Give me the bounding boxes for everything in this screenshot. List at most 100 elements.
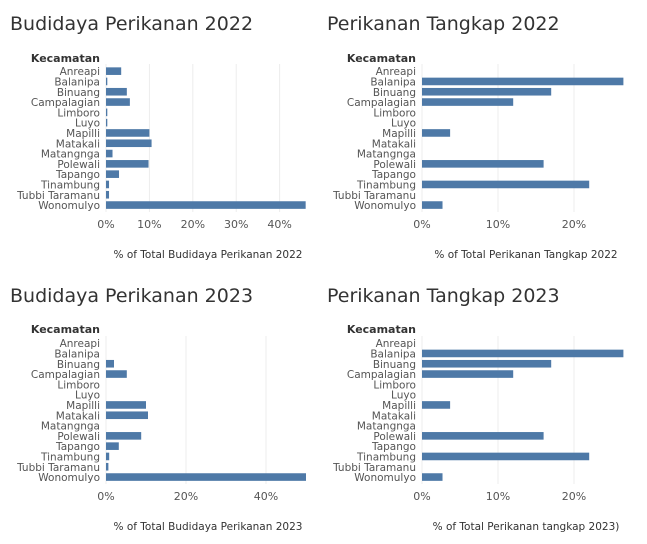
bar — [422, 473, 443, 481]
bar — [106, 452, 110, 461]
bar — [422, 201, 443, 209]
category-label: Balanipa — [370, 76, 416, 88]
category-label: Binuang — [373, 359, 416, 371]
category-label: Tinambung — [356, 451, 416, 463]
x-tick-label: 20% — [562, 218, 586, 231]
bar — [422, 401, 451, 409]
category-label: Limboro — [373, 107, 416, 119]
category-label: Tapango — [55, 441, 100, 453]
x-tick-label: 40% — [254, 490, 278, 503]
bar — [106, 190, 110, 199]
bar — [106, 170, 120, 178]
x-axis-label: % of Total Perikanan Tangkap 2022 — [434, 249, 617, 261]
bar — [422, 452, 590, 461]
chart-title: Perikanan Tangkap 2022 — [327, 13, 560, 35]
category-label: Matakali — [372, 138, 416, 150]
category-label: Binuang — [373, 87, 416, 99]
category-label: Tinambung — [40, 179, 100, 191]
category-label: Campalagian — [347, 97, 416, 109]
bar — [106, 98, 130, 106]
bar — [106, 359, 114, 368]
category-label: Matangnga — [357, 149, 416, 161]
x-tick-label: 20% — [174, 490, 198, 503]
x-axis-label: % of Total Perikanan tangkap 2023) — [433, 521, 620, 533]
bar — [422, 160, 544, 168]
category-label: Campalagian — [31, 369, 100, 381]
bar — [106, 180, 110, 189]
category-label: Campalagian — [31, 97, 100, 109]
bar — [106, 149, 113, 158]
category-label: Balanipa — [370, 348, 416, 360]
category-label: Mapilli — [66, 128, 100, 140]
category-label: Tubbi Taramanu — [332, 462, 416, 474]
category-label: Balanipa — [54, 348, 100, 360]
x-tick-label: 0% — [97, 490, 114, 503]
bar — [422, 180, 590, 189]
bar — [422, 77, 624, 86]
category-label: Tapango — [371, 169, 416, 181]
category-label: Wonomulyo — [354, 472, 416, 484]
chart-title: Budidaya Perikanan 2022 — [10, 13, 254, 35]
category-label: Binuang — [57, 87, 100, 99]
category-label: Luyo — [75, 390, 100, 402]
category-label: Anreapi — [60, 66, 100, 78]
bar — [106, 462, 109, 471]
bar — [106, 201, 306, 209]
category-label: Wonomulyo — [38, 200, 100, 212]
bar — [422, 349, 624, 358]
bar — [106, 139, 152, 148]
bar — [106, 77, 108, 86]
category-label: Matakali — [56, 138, 100, 150]
category-label: Anreapi — [376, 338, 416, 350]
category-label: Polewali — [57, 159, 100, 171]
bar — [422, 370, 514, 378]
category-label: Limboro — [57, 379, 100, 391]
bar — [422, 87, 552, 96]
category-label: Mapilli — [382, 128, 416, 140]
row-header: Kecamatan — [347, 323, 416, 336]
category-label: Luyo — [391, 118, 416, 130]
bar — [106, 442, 119, 450]
chart-title: Perikanan Tangkap 2023 — [327, 285, 560, 307]
bar — [106, 87, 127, 96]
category-label: Limboro — [373, 379, 416, 391]
bar — [106, 401, 146, 409]
x-axis-label: % of Total Budidaya Perikanan 2023 — [114, 521, 303, 533]
x-tick-label: 20% — [562, 490, 586, 503]
bar — [106, 129, 150, 137]
category-label: Matangnga — [41, 421, 100, 433]
category-label: Anreapi — [376, 66, 416, 78]
x-tick-label: 40% — [267, 218, 291, 231]
row-header: Kecamatan — [31, 323, 100, 336]
bar — [106, 118, 108, 127]
bar — [106, 473, 306, 481]
category-label: Tapango — [371, 441, 416, 453]
x-tick-label: 0% — [413, 218, 430, 231]
category-label: Tubbi Taramanu — [16, 462, 100, 474]
bar — [106, 108, 108, 117]
category-label: Balanipa — [54, 76, 100, 88]
category-label: Campalagian — [347, 369, 416, 381]
category-label: Tubbi Taramanu — [332, 190, 416, 202]
category-label: Polewali — [373, 431, 416, 443]
category-label: Binuang — [57, 359, 100, 371]
bar — [422, 359, 552, 368]
category-label: Tubbi Taramanu — [16, 190, 100, 202]
x-tick-label: 10% — [137, 218, 161, 231]
x-tick-label: 30% — [224, 218, 248, 231]
category-label: Matangnga — [357, 421, 416, 433]
row-header: Kecamatan — [31, 52, 100, 65]
category-label: Tapango — [55, 169, 100, 181]
category-label: Limboro — [57, 107, 100, 119]
category-label: Mapilli — [382, 400, 416, 412]
category-label: Luyo — [391, 390, 416, 402]
bar — [422, 98, 514, 106]
x-axis-label: % of Total Budidaya Perikanan 2022 — [114, 249, 303, 261]
category-label: Matakali — [56, 410, 100, 422]
x-tick-label: 20% — [181, 218, 205, 231]
category-label: Tinambung — [356, 179, 416, 191]
category-label: Mapilli — [66, 400, 100, 412]
bar — [106, 370, 127, 378]
category-label: Luyo — [75, 118, 100, 130]
